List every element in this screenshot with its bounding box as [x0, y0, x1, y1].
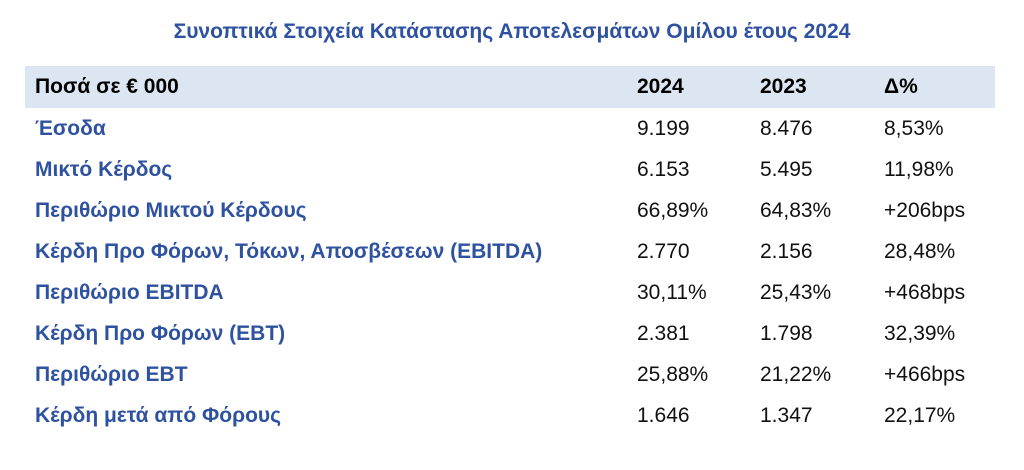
cell: Δ%: [884, 66, 995, 108]
cell: 30,11%: [637, 280, 707, 304]
cell: 9.199: [637, 116, 690, 140]
cell: 2023: [760, 66, 884, 108]
row-label: Κέρδη Προ Φόρων, Τόκων, Αποσβέσεων (EBIT…: [35, 239, 543, 263]
title: Συνοπτικά Στοιχεία Κατάστασης Αποτελεσμά…: [173, 20, 851, 43]
row-label: Περιθώριο EBITDA: [35, 280, 224, 304]
cell: 2.770: [637, 239, 690, 263]
table-row: Κέρδη Προ Φόρων, Τόκων, Αποσβέσεων (EBIT…: [25, 231, 995, 272]
table-row: Μικτό Κέρδος 6.153 5.495 11,98%: [25, 149, 995, 190]
row-label: Έσοδα: [35, 116, 106, 140]
cell: +206bps: [884, 198, 966, 222]
row-label: Μικτό Κέρδος: [35, 157, 173, 181]
cell: 21,22%: [760, 362, 832, 386]
row-label: Περιθώριο Μικτού Κέρδους: [35, 198, 307, 222]
row-label: Κέρδη Προ Φόρων (EBT): [35, 321, 286, 345]
cell: 11,98%: [884, 157, 954, 181]
table-row: Περιθώριο EBT 25,88% 21,22% +466bps: [25, 354, 995, 395]
cell: +466bps: [884, 362, 966, 386]
cell: 5.495: [760, 157, 813, 181]
row-label: Περιθώριο EBT: [35, 362, 188, 386]
row-label: Ποσά σε € 000: [25, 66, 637, 108]
cell: 28,48%: [884, 239, 956, 263]
cell: 2024: [637, 66, 760, 108]
table-row: Περιθώριο Μικτού Κέρδους 66,89% 64,83% +206…: [25, 190, 995, 231]
header-row: Ποσά σε € 000 2024 2023 Δ%: [25, 66, 995, 108]
cell: 1.347: [760, 403, 813, 427]
cell: 2.156: [760, 239, 813, 263]
cell: 1.798: [760, 321, 813, 345]
cell: 8.476: [760, 116, 813, 140]
table-row: Περιθώριο EBITDA 30,11% 25,43% +468bps: [25, 272, 995, 313]
table-row: Έσοδα 9.199 8.476 8,53%: [25, 108, 995, 149]
cell: 22,17%: [884, 403, 956, 427]
cell: 2.381: [637, 321, 690, 345]
cell: 25,88%: [637, 362, 709, 386]
cell: 6.153: [637, 157, 690, 181]
cell: 8,53%: [884, 116, 944, 140]
cell: 66,89%: [637, 198, 709, 222]
cell: 25,43%: [760, 280, 832, 304]
cell: 32,39%: [884, 321, 956, 345]
cell: 64,83%: [760, 198, 832, 222]
results-table: Ποσά σε € 000 2024 2023 Δ% Έσοδα 9.199 8.476 8,…: [25, 66, 995, 436]
cell: 1.646: [637, 403, 690, 427]
cell: +468bps: [884, 280, 966, 304]
table-row: Κέρδη Προ Φόρων (EBT) 2.381 1.798 32,39%: [25, 313, 995, 354]
table-row: Κέρδη μετά από Φόρους 1.646 1.347 22,17%: [25, 395, 995, 436]
row-label: Κέρδη μετά από Φόρους: [35, 403, 282, 427]
